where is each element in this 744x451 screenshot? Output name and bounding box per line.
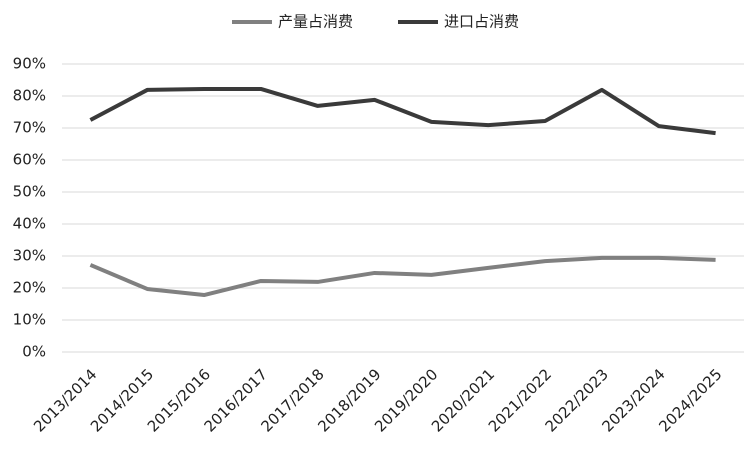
legend-label: 进口占消费 <box>444 13 519 31</box>
y-tick-label: 30% <box>13 247 46 265</box>
y-tick-label: 0% <box>22 343 46 361</box>
y-tick-label: 70% <box>13 119 46 137</box>
y-tick-label: 80% <box>13 87 46 105</box>
legend-label: 产量占消费 <box>278 13 353 31</box>
series-line <box>89 86 716 136</box>
y-tick-label: 90% <box>13 55 46 73</box>
y-tick-label: 40% <box>13 215 46 233</box>
y-tick-label: 60% <box>13 151 46 169</box>
y-tick-label: 10% <box>13 311 46 329</box>
y-tick-label: 50% <box>13 183 46 201</box>
series-line <box>89 255 716 298</box>
y-tick-label: 20% <box>13 279 46 297</box>
